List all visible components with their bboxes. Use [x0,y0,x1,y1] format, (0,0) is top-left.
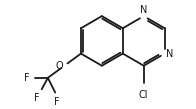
Text: N: N [140,5,147,15]
Text: F: F [34,93,40,103]
Text: F: F [24,73,30,83]
Text: Cl: Cl [139,90,149,100]
Text: F: F [54,97,60,107]
Text: N: N [166,49,173,59]
Text: O: O [55,61,63,71]
